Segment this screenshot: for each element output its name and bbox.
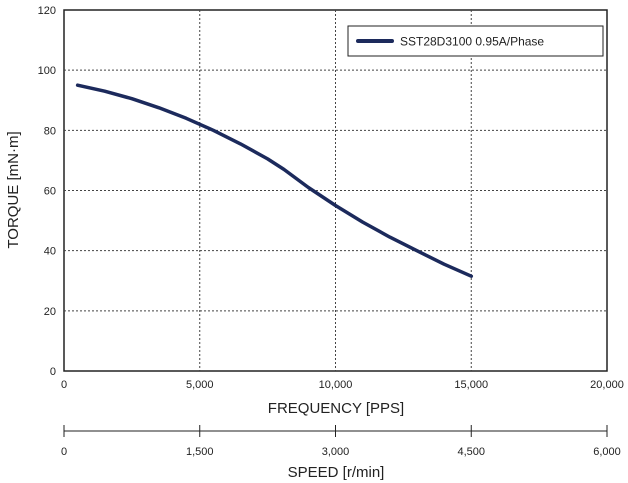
speed-tick-label: 4,500 — [457, 446, 485, 458]
y-axis-ticks: 0 20 40 60 80 100 120 — [38, 5, 56, 378]
series-line — [75, 83, 474, 278]
speed-tick-label: 1,500 — [186, 446, 214, 458]
y-tick-label: 0 — [50, 366, 56, 378]
x-axis-ticks: 0 5,000 10,000 15,000 20,000 — [61, 379, 624, 391]
speed-axis: 0 1,500 3,000 4,500 6,000 — [61, 425, 621, 458]
series-lines — [75, 83, 474, 278]
grid-lines — [64, 10, 607, 371]
y-tick-label: 60 — [44, 186, 56, 198]
y-tick-label: 100 — [38, 65, 56, 77]
y-tick-label: 20 — [44, 306, 56, 318]
y-tick-label: 40 — [44, 246, 56, 258]
y-axis-title: TORQUE [mN·m] — [5, 131, 22, 248]
x-tick-label: 5,000 — [186, 379, 214, 391]
x-tick-label: 20,000 — [590, 379, 624, 391]
legend-box — [347, 25, 604, 57]
speed-tick-label: 3,000 — [322, 446, 350, 458]
speed-tick-label: 0 — [61, 446, 67, 458]
x-tick-label: 0 — [61, 379, 67, 391]
x-tick-label: 10,000 — [319, 379, 353, 391]
legend: SST28D3100 0.95A/Phase — [347, 25, 604, 57]
speed-axis-title: SPEED [r/min] — [288, 464, 385, 481]
y-tick-label: 80 — [44, 125, 56, 137]
legend-label: SST28D3100 0.95A/Phase — [400, 35, 544, 49]
x-axis-title: FREQUENCY [PPS] — [268, 400, 404, 417]
speed-tick-label: 6,000 — [593, 446, 621, 458]
x-tick-label: 15,000 — [454, 379, 488, 391]
y-tick-label: 120 — [38, 5, 56, 17]
